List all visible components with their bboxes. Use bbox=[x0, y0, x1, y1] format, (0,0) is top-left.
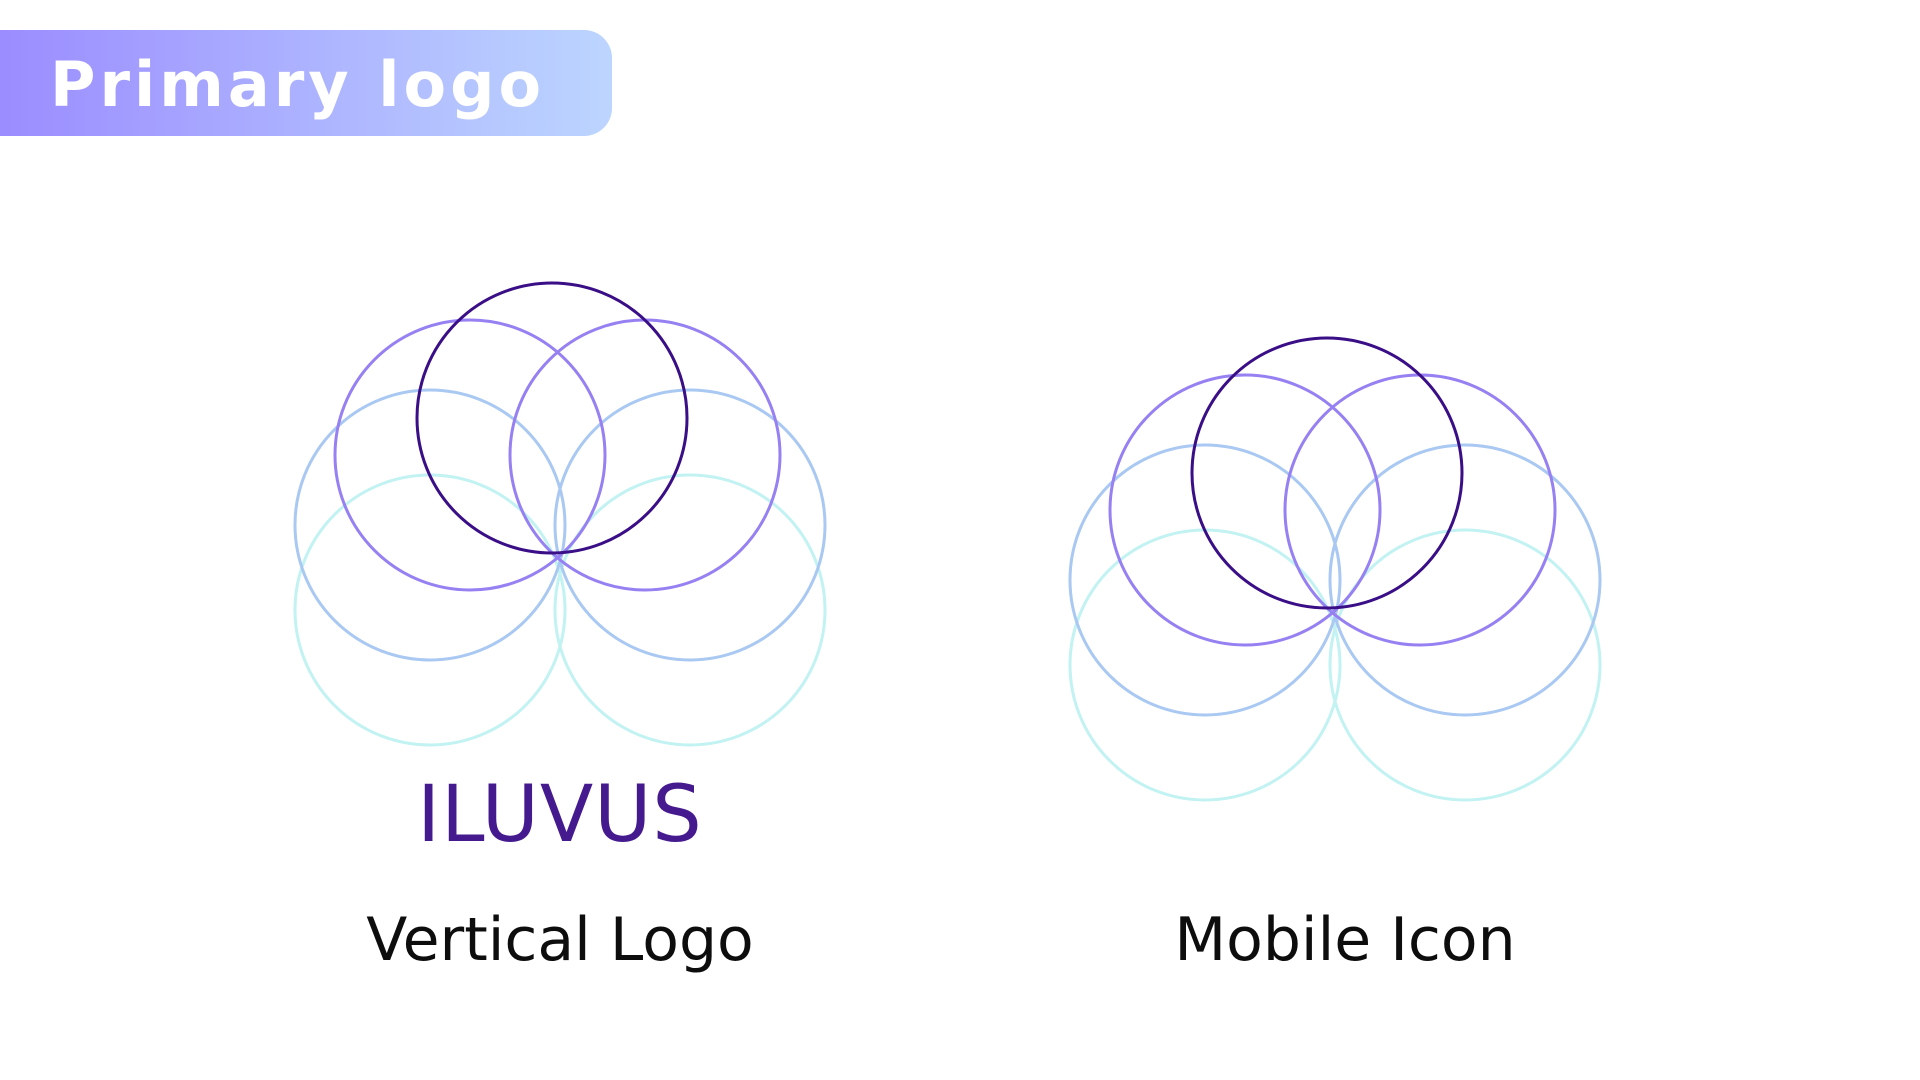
logo-circle-top bbox=[415, 281, 689, 555]
mobile-icon-caption: Mobile Icon bbox=[1174, 905, 1516, 975]
logo-circle-lower-right bbox=[553, 473, 827, 747]
vertical-logo-mark-icon bbox=[293, 281, 827, 747]
icon-circle-upper-left bbox=[1108, 373, 1382, 647]
vertical-logo-caption: Vertical Logo bbox=[366, 905, 754, 975]
page-title: Primary logo bbox=[50, 48, 546, 121]
mobile-icon-mark-icon bbox=[1068, 336, 1602, 802]
header-banner: Primary logo bbox=[0, 30, 612, 136]
brand-wordmark: ILUVUS bbox=[417, 770, 703, 860]
icon-circle-upper-right bbox=[1283, 373, 1557, 647]
icon-circle-top bbox=[1190, 336, 1464, 610]
logo-circle-upper-right bbox=[508, 318, 782, 592]
icon-circle-lower-right bbox=[1328, 528, 1602, 802]
icon-circle-middle-left bbox=[1068, 443, 1342, 717]
icon-circle-middle-right bbox=[1328, 443, 1602, 717]
logo-circle-middle-right bbox=[553, 388, 827, 662]
logo-circle-upper-left bbox=[333, 318, 607, 592]
logo-circle-middle-left bbox=[293, 388, 567, 662]
